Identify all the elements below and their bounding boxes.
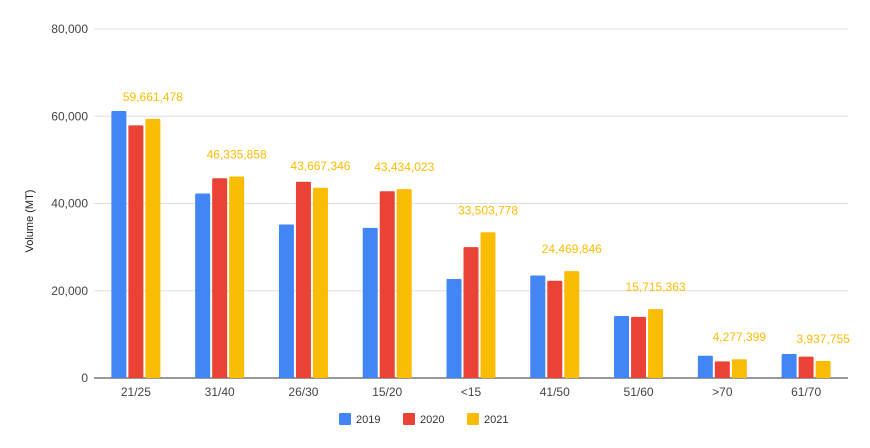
y-tick-label: 60,000 <box>51 109 88 123</box>
bar-2019 <box>781 354 797 378</box>
bar-2021 <box>731 359 747 378</box>
bar-2020 <box>463 247 479 378</box>
y-axis-ticks: 0 20,000 40,000 60,000 80,000 <box>51 22 88 385</box>
legend-label: 2020 <box>420 414 444 426</box>
y-axis-title: Volume (MT) <box>24 190 36 253</box>
y-tick-label: 80,000 <box>51 22 88 36</box>
bar-2020 <box>547 280 563 378</box>
data-label: 43,667,346 <box>290 159 350 173</box>
bar-2021 <box>145 118 161 379</box>
data-labels: 59,661,478 46,335,858 43,667,346 43,434,023… <box>123 90 850 346</box>
bar-2021 <box>229 176 245 378</box>
data-label: 43,434,023 <box>374 160 434 174</box>
bars <box>111 111 831 379</box>
x-tick-label: 21/25 <box>121 385 151 399</box>
bar-2019 <box>111 111 127 378</box>
legend: 2019 2020 2021 <box>339 413 508 426</box>
bar-2021 <box>648 309 664 378</box>
data-label: 4,277,399 <box>713 330 767 344</box>
bar-2021 <box>312 187 328 378</box>
data-label: 3,937,755 <box>796 332 850 346</box>
legend-label: 2021 <box>484 414 508 426</box>
bar-2020 <box>379 191 395 378</box>
bar-2021 <box>564 271 580 378</box>
legend-swatch-2019 <box>339 413 351 425</box>
x-tick-label: 51/60 <box>624 385 654 399</box>
legend-swatch-2021 <box>467 413 479 425</box>
bar-2019 <box>278 224 294 378</box>
bar-2020 <box>798 356 814 378</box>
x-tick-label: 15/20 <box>372 385 402 399</box>
bar-2019 <box>614 316 630 378</box>
x-tick-label: 26/30 <box>288 385 318 399</box>
bar-2020 <box>128 125 144 378</box>
data-label: 24,469,846 <box>542 242 602 256</box>
x-tick-label: 31/40 <box>205 385 235 399</box>
bar-2019 <box>446 278 462 378</box>
bar-2021 <box>815 360 831 378</box>
legend-swatch-2020 <box>403 413 415 425</box>
bar-2019 <box>362 227 378 378</box>
y-tick-label: 40,000 <box>51 197 88 211</box>
bar-2019 <box>195 193 211 378</box>
data-label: 15,715,363 <box>626 280 686 294</box>
y-tick-label: 0 <box>81 371 88 385</box>
y-tick-label: 20,000 <box>51 284 88 298</box>
x-axis-ticks: 21/25 31/40 26/30 15/20 <15 41/50 51/60 >70 61/7… <box>121 385 822 399</box>
bar-2020 <box>714 361 730 378</box>
bar-2020 <box>631 316 647 378</box>
bar-2021 <box>396 189 412 378</box>
x-tick-label: <15 <box>461 385 482 399</box>
bar-2019 <box>530 275 546 378</box>
x-tick-label: 41/50 <box>540 385 570 399</box>
legend-label: 2019 <box>356 414 380 426</box>
bar-2019 <box>697 355 713 378</box>
data-label: 46,335,858 <box>207 147 267 161</box>
bar-2020 <box>295 181 311 378</box>
bar-2020 <box>212 178 228 378</box>
x-tick-label: >70 <box>712 385 733 399</box>
data-label: 33,503,778 <box>458 203 518 217</box>
x-tick-label: 61/70 <box>791 385 821 399</box>
bar-2021 <box>480 232 496 378</box>
data-label: 59,661,478 <box>123 90 183 104</box>
